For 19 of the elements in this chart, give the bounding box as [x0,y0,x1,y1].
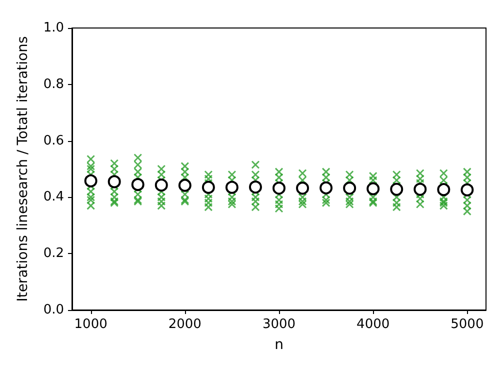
point [414,182,427,196]
point [154,178,168,192]
point [84,174,98,188]
point [272,182,286,195]
x-axis-title: n [274,337,284,353]
point [460,183,474,196]
x-tick-label: 1000 [74,317,108,332]
y-tick-label: 1.0 [43,20,64,36]
y-tick-label: 0.6 [43,133,64,148]
x-tick-label: 3000 [262,317,296,332]
y-axis-title: Iterations linesearch / Totatl iterations [15,36,31,302]
y-tick-label: 0.0 [43,302,64,318]
y-tick-label: 0.4 [43,190,64,205]
y-tick-label: 0.8 [43,76,64,92]
x-tick-label: 5000 [450,317,484,332]
y-tick-label: 0.2 [43,246,64,262]
x-tick-label: 4000 [356,317,390,332]
x-tick-label: 2000 [168,317,202,332]
point [320,181,333,194]
